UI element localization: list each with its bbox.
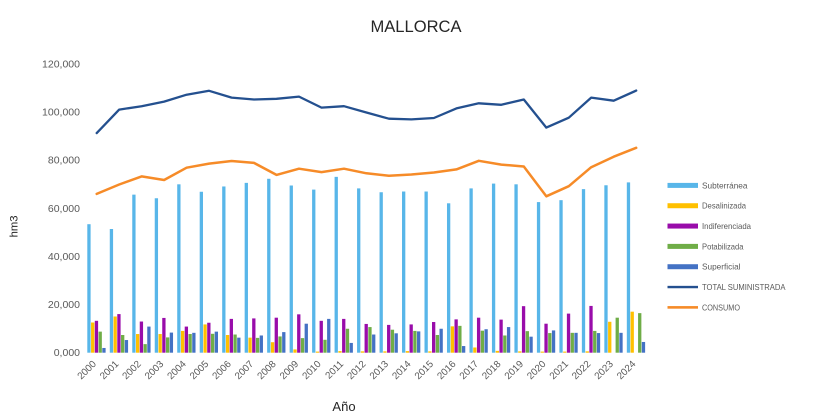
svg-text:80,000: 80,000: [48, 155, 80, 167]
svg-text:120,000: 120,000: [42, 59, 80, 71]
svg-text:Superficial: Superficial: [702, 262, 741, 272]
svg-text:hm3: hm3: [9, 215, 21, 237]
svg-text:Potabilizada: Potabilizada: [702, 241, 744, 251]
svg-text:20,000: 20,000: [48, 299, 80, 311]
svg-text:TOTAL SUMINISTRADA: TOTAL SUMINISTRADA: [702, 282, 786, 292]
svg-text:100,000: 100,000: [42, 107, 80, 119]
svg-text:0,000: 0,000: [54, 347, 80, 359]
svg-text:40,000: 40,000: [48, 251, 80, 263]
svg-text:CONSUMO: CONSUMO: [702, 302, 740, 312]
svg-text:60,000: 60,000: [48, 203, 80, 215]
svg-text:Desalinizada: Desalinizada: [702, 201, 746, 211]
svg-text:Indiferenciada: Indiferenciada: [702, 221, 751, 231]
svg-text:Subterránea: Subterránea: [702, 180, 748, 190]
svg-text:Año: Año: [332, 399, 355, 414]
svg-text:MALLORCA: MALLORCA: [371, 17, 463, 36]
